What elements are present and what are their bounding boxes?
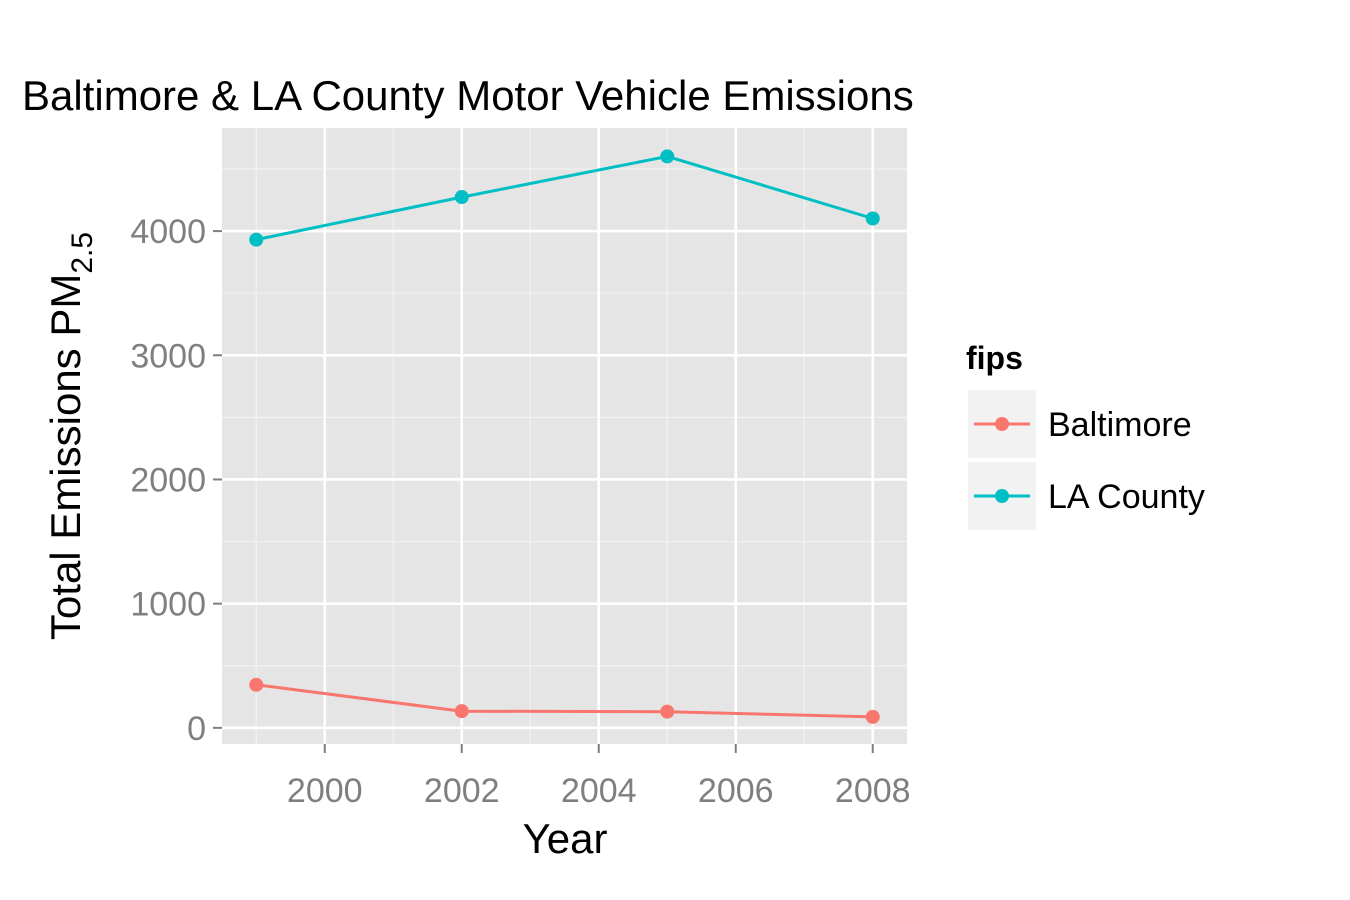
y-axis-title: Total Emissions PM2.5 (42, 232, 99, 640)
legend-label-baltimore: Baltimore (1048, 406, 1192, 444)
legend-key-point-la-county (995, 489, 1009, 503)
x-tick-label: 2000 (287, 772, 363, 810)
data-point-baltimore (454, 704, 469, 719)
y-axis-title-subscript: 2.5 (66, 232, 99, 274)
y-tick-label: 3000 (130, 337, 206, 375)
series-line-baltimore (256, 683, 873, 719)
chart-title: Baltimore & LA County Motor Vehicle Emis… (22, 72, 914, 119)
x-tick-label: 2004 (561, 772, 637, 810)
grid-major (222, 128, 907, 744)
legend-items: Baltimore LA County (968, 390, 1205, 530)
y-tick-label: 2000 (130, 461, 206, 499)
series-layer (249, 149, 880, 724)
data-point-baltimore (249, 677, 264, 692)
data-point-baltimore (865, 709, 880, 724)
data-point-baltimore (660, 704, 675, 719)
data-point-la-county (454, 190, 469, 205)
y-tick-label: 1000 (130, 586, 206, 624)
legend: fips Baltimore LA County (966, 340, 1205, 530)
y-tick-label: 0 (187, 710, 206, 748)
ticks-layer: 2000 2002 2004 2006 2008 0 1000 2000 3000 4000 (130, 213, 910, 810)
data-point-la-county (865, 211, 880, 226)
legend-key-point-baltimore (995, 417, 1009, 431)
y-tick-label: 4000 (130, 213, 206, 251)
x-tick-label: 2006 (698, 772, 774, 810)
series-line-la-county (255, 154, 874, 242)
legend-label-la-county: LA County (1048, 478, 1205, 516)
data-point-la-county (660, 149, 675, 164)
data-point-la-county (249, 232, 264, 247)
x-axis-title: Year (523, 815, 608, 862)
y-axis-title-main: Total Emissions PM (42, 274, 89, 640)
x-tick-label: 2008 (835, 772, 911, 810)
x-tick-label: 2002 (424, 772, 500, 810)
legend-title: fips (966, 340, 1023, 376)
